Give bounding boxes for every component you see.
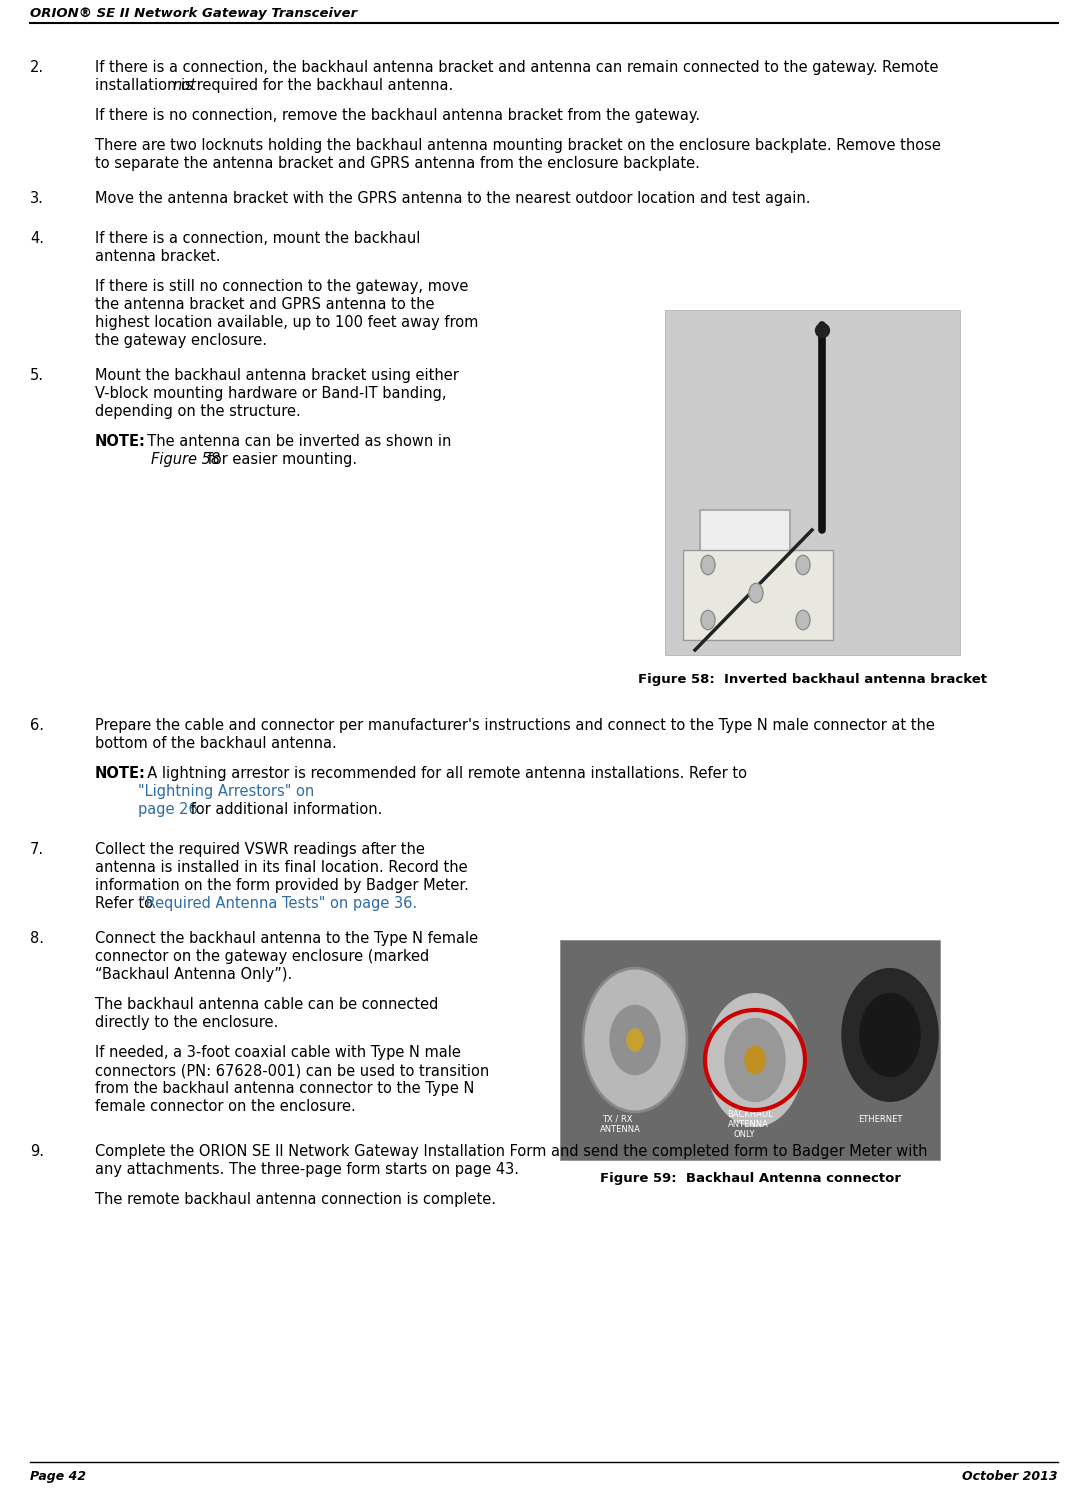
Text: connectors (PN: 67628-001) can be used to transition: connectors (PN: 67628-001) can be used t… [95, 1063, 490, 1078]
Circle shape [583, 968, 687, 1112]
Text: 4.: 4. [30, 231, 44, 246]
Text: Figure 58: Figure 58 [151, 452, 220, 467]
Text: Page 42: Page 42 [30, 1470, 86, 1483]
Text: ETHERNET: ETHERNET [858, 1115, 902, 1124]
Text: "Required Antenna Tests" on page 36.: "Required Antenna Tests" on page 36. [139, 896, 417, 911]
Text: 3.: 3. [30, 191, 44, 206]
Text: The remote backhaul antenna connection is complete.: The remote backhaul antenna connection i… [95, 1192, 496, 1207]
Text: 7.: 7. [30, 842, 45, 857]
Circle shape [745, 1046, 765, 1073]
Text: bottom of the backhaul antenna.: bottom of the backhaul antenna. [95, 736, 337, 752]
Text: to separate the antenna bracket and GPRS antenna from the enclosure backplate.: to separate the antenna bracket and GPRS… [95, 156, 700, 171]
Text: If needed, a 3-foot coaxial cable with Type N male: If needed, a 3-foot coaxial cable with T… [95, 1045, 461, 1060]
Text: any attachments. The three-page form starts on page 43.: any attachments. The three-page form sta… [95, 1162, 519, 1177]
Text: the gateway enclosure.: the gateway enclosure. [95, 334, 267, 349]
Text: Figure 58:  Inverted backhaul antenna bracket: Figure 58: Inverted backhaul antenna bra… [638, 673, 987, 685]
Circle shape [725, 1019, 786, 1102]
Text: for additional information.: for additional information. [186, 803, 382, 818]
Text: Mount the backhaul antenna bracket using either: Mount the backhaul antenna bracket using… [95, 368, 459, 383]
Text: If there is no connection, remove the backhaul antenna bracket from the gateway.: If there is no connection, remove the ba… [95, 108, 700, 123]
Bar [560, 939, 940, 1160]
Text: The antenna can be inverted as shown in: The antenna can be inverted as shown in [138, 434, 452, 449]
Text: There are two locknuts holding the backhaul antenna mounting bracket on the encl: There are two locknuts holding the backh… [95, 138, 941, 153]
Text: page 26: page 26 [138, 803, 198, 818]
Text: A lightning arrestor is recommended for all remote antenna installations. Refer : A lightning arrestor is recommended for … [138, 767, 752, 782]
Text: ONLY: ONLY [733, 1130, 754, 1139]
Text: required for the backhaul antenna.: required for the backhaul antenna. [191, 78, 454, 93]
Text: for easier mounting.: for easier mounting. [203, 452, 357, 467]
Circle shape [860, 993, 920, 1076]
Text: ANTENNA: ANTENNA [728, 1120, 769, 1129]
Text: 5.: 5. [30, 368, 44, 383]
Text: October 2013: October 2013 [963, 1470, 1058, 1483]
Circle shape [701, 610, 715, 630]
Text: 6.: 6. [30, 718, 44, 733]
Text: If there is still no connection to the gateway, move: If there is still no connection to the g… [95, 280, 468, 295]
Text: V-block mounting hardware or Band-IT banding,: V-block mounting hardware or Band-IT ban… [95, 386, 446, 401]
Text: Prepare the cable and connector per manufacturer's instructions and connect to t: Prepare the cable and connector per manu… [95, 718, 935, 733]
Text: 2.: 2. [30, 60, 45, 75]
Circle shape [627, 1030, 643, 1051]
Circle shape [610, 1006, 660, 1075]
Text: antenna bracket.: antenna bracket. [95, 249, 221, 265]
Text: from the backhaul antenna connector to the Type N: from the backhaul antenna connector to t… [95, 1081, 474, 1096]
Text: Figure 59:  Backhaul Antenna connector: Figure 59: Backhaul Antenna connector [599, 1172, 901, 1184]
Text: installation is: installation is [95, 78, 198, 93]
Text: 9.: 9. [30, 1144, 44, 1159]
Text: Refer to: Refer to [95, 896, 158, 911]
Text: antenna is installed in its final location. Record the: antenna is installed in its final locati… [95, 860, 468, 875]
Circle shape [749, 583, 763, 603]
Circle shape [796, 610, 809, 630]
Text: connector on the gateway enclosure (marked: connector on the gateway enclosure (mark… [95, 948, 430, 963]
Text: directly to the enclosure.: directly to the enclosure. [95, 1015, 279, 1030]
Text: ORION® SE II Network Gateway Transceiver: ORION® SE II Network Gateway Transceiver [30, 8, 357, 20]
Text: Connect the backhaul antenna to the Type N female: Connect the backhaul antenna to the Type… [95, 930, 478, 945]
Text: depending on the structure.: depending on the structure. [95, 404, 300, 419]
Text: the antenna bracket and GPRS antenna to the: the antenna bracket and GPRS antenna to … [95, 298, 434, 313]
Text: NOTE:: NOTE: [95, 767, 146, 782]
Text: NOTE:: NOTE: [95, 434, 146, 449]
Text: not: not [172, 78, 196, 93]
Text: "Lightning Arrestors" on: "Lightning Arrestors" on [138, 785, 314, 800]
Text: 8.: 8. [30, 930, 44, 945]
Text: TX / RX: TX / RX [602, 1115, 632, 1124]
Bar [683, 550, 833, 640]
Text: information on the form provided by Badger Meter.: information on the form provided by Badg… [95, 878, 469, 893]
Text: Collect the required VSWR readings after the: Collect the required VSWR readings after… [95, 842, 425, 857]
Text: Move the antenna bracket with the GPRS antenna to the nearest outdoor location a: Move the antenna bracket with the GPRS a… [95, 191, 811, 206]
Text: “Backhaul Antenna Only”).: “Backhaul Antenna Only”). [95, 966, 293, 981]
Bar [700, 510, 790, 561]
Text: If there is a connection, mount the backhaul: If there is a connection, mount the back… [95, 231, 420, 246]
Text: If there is a connection, the backhaul antenna bracket and antenna can remain co: If there is a connection, the backhaul a… [95, 60, 939, 75]
Text: ANTENNA: ANTENNA [599, 1126, 641, 1133]
Circle shape [796, 555, 809, 574]
Circle shape [842, 969, 938, 1102]
Circle shape [707, 993, 803, 1126]
Text: BACKHAUL: BACKHAUL [727, 1111, 772, 1120]
Bar [665, 310, 960, 655]
Text: highest location available, up to 100 feet away from: highest location available, up to 100 fe… [95, 316, 479, 331]
Text: female connector on the enclosure.: female connector on the enclosure. [95, 1099, 356, 1114]
Text: The backhaul antenna cable can be connected: The backhaul antenna cable can be connec… [95, 996, 438, 1012]
Circle shape [701, 555, 715, 574]
Text: Complete the ORION SE II Network Gateway Installation Form and send the complete: Complete the ORION SE II Network Gateway… [95, 1144, 927, 1159]
